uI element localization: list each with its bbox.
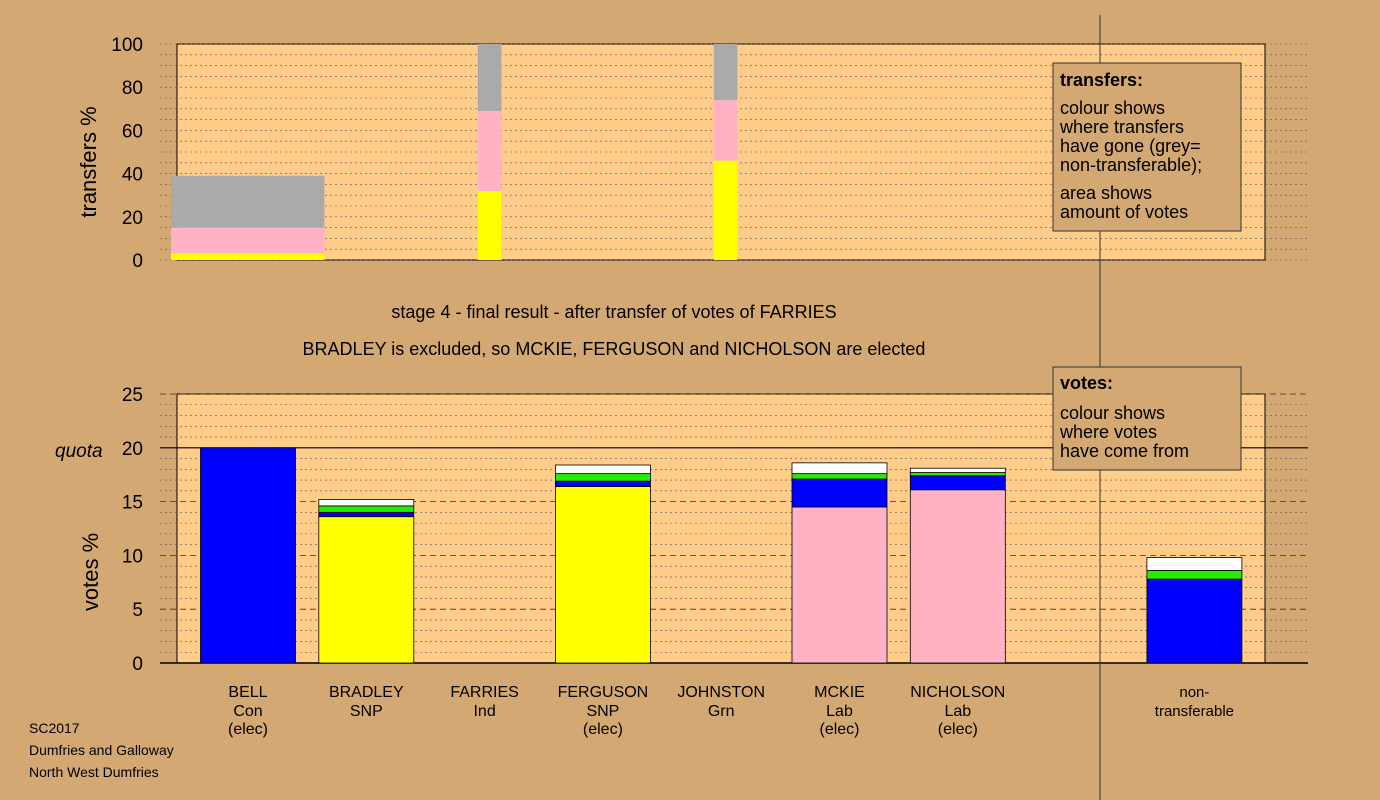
candidate-party: SNP: [586, 703, 619, 720]
candidate-name: MCKIE: [814, 684, 865, 701]
votes-y-tick-label: 15: [122, 493, 143, 514]
candidate-status: (elec): [228, 721, 268, 738]
vote-bar-segment: [1146, 578, 1243, 664]
candidate-name: BRADLEY: [329, 684, 404, 701]
vote-bar-segment: [791, 506, 888, 664]
quota-label: quota: [55, 441, 103, 462]
footer-line: SC2017: [29, 720, 80, 736]
footer-line: Dumfries and Galloway: [29, 742, 174, 758]
transfers-legend-line: colour shows: [1060, 98, 1165, 118]
transfers-legend-line: have gone (grey=: [1060, 136, 1201, 156]
vote-bar-segment: [318, 505, 415, 513]
votes-y-ticks: 0 5 10 15 20 25: [122, 385, 143, 675]
candidate-name: JOHNSTON: [677, 684, 765, 701]
candidate-name: NICHOLSON: [910, 684, 1005, 701]
candidate-name: non-: [1179, 684, 1209, 701]
candidate-status: (elec): [583, 721, 623, 738]
vote-bar-segment: [791, 478, 888, 508]
transfers-legend-title: transfers:: [1060, 70, 1143, 90]
transfers-legend-line: non-transferable);: [1060, 155, 1202, 175]
transfers-y-tick-label: 40: [122, 165, 143, 186]
transfers-y-tick-label: 100: [111, 35, 143, 56]
votes-y-axis-label: votes %: [78, 533, 103, 611]
transfer-bar-segment: [171, 227, 325, 254]
vote-bar-segment: [555, 473, 651, 482]
vote-bar-segment: [555, 486, 651, 664]
votes-legend-title: votes:: [1060, 373, 1113, 393]
votes-y-tick-label: 5: [132, 600, 143, 621]
transfer-bar-segment: [713, 100, 738, 161]
votes-legend-line: where votes: [1059, 422, 1157, 442]
transfer-bar-segment: [713, 160, 738, 260]
transfers-bars: [171, 44, 738, 260]
transfer-bar-segment: [477, 44, 502, 111]
transfers-y-ticks: 0 20 40 60 80 100: [111, 35, 143, 272]
vote-bar-segment: [1146, 570, 1243, 580]
transfer-bar-segment: [477, 190, 502, 260]
vote-bar-segment: [1146, 557, 1243, 571]
vote-bar-segment: [909, 475, 1006, 491]
votes-y-tick-label: 0: [132, 654, 143, 675]
vote-bar-segment: [555, 480, 651, 487]
transfers-y-axis-label: transfers %: [76, 106, 101, 217]
transfers-y-tick-label: 60: [122, 121, 143, 142]
vote-bar-segment: [791, 473, 888, 480]
transfers-y-tick-label: 20: [122, 208, 143, 229]
candidate-party: Ind: [473, 703, 495, 720]
candidate-party: Lab: [826, 703, 853, 720]
result-subtitle: BRADLEY is excluded, so MCKIE, FERGUSON …: [303, 339, 926, 359]
transfers-legend-line: area shows: [1060, 183, 1152, 203]
votes-y-tick-label: 20: [122, 439, 143, 460]
vote-bar-segment: [791, 462, 888, 475]
transfer-bar-segment: [477, 110, 502, 191]
transfers-legend-line: amount of votes: [1060, 202, 1188, 222]
candidate-name: FARRIES: [450, 684, 518, 701]
transfers-y-tick-label: 80: [122, 78, 143, 99]
votes-legend-line: have come from: [1060, 441, 1189, 461]
stage-title: stage 4 - final result - after transfer …: [391, 302, 836, 322]
vote-bar-segment: [318, 516, 415, 664]
candidate-party: transferable: [1155, 703, 1234, 720]
candidate-party: Grn: [708, 703, 735, 720]
transfer-bar-segment: [171, 253, 325, 260]
candidate-name: BELL: [228, 684, 267, 701]
votes-bars: [200, 447, 1243, 664]
transfers-legend-line: where transfers: [1059, 117, 1184, 137]
vote-bar-segment: [909, 467, 1006, 473]
candidate-name: FERGUSON: [558, 684, 649, 701]
candidate-party: SNP: [350, 703, 383, 720]
footer-info: SC2017 Dumfries and Galloway North West Du…: [29, 720, 174, 780]
vote-bar-segment: [909, 489, 1006, 664]
footer-line: North West Dumfries: [29, 764, 159, 780]
transfers-legend-box: [1052, 62, 1242, 232]
vote-bar-segment: [318, 511, 415, 518]
vote-bar-segment: [318, 499, 415, 507]
candidate-party: Con: [233, 703, 262, 720]
votes-y-tick-label: 10: [122, 546, 143, 567]
votes-legend-line: colour shows: [1060, 403, 1165, 423]
transfers-y-tick-label: 0: [132, 251, 143, 272]
transfer-bar-segment: [713, 44, 738, 101]
votes-y-tick-label: 25: [122, 385, 143, 406]
vote-bar-segment: [555, 464, 651, 475]
candidate-status: (elec): [819, 721, 859, 738]
votes-legend-box: [1052, 366, 1242, 471]
candidate-party: Lab: [944, 703, 971, 720]
candidate-status: (elec): [938, 721, 978, 738]
vote-bar-segment: [200, 447, 296, 664]
vote-bar-segment: [909, 472, 1006, 477]
transfer-bar-segment: [171, 175, 325, 228]
candidate-labels: BELLCon(elec)BRADLEYSNPFARRIESIndFERGUSO…: [228, 684, 1234, 738]
